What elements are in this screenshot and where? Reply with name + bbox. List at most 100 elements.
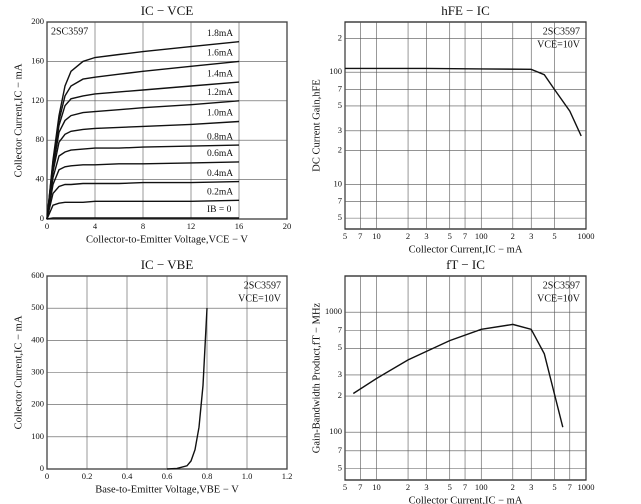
- plot-frame: [344, 21, 587, 230]
- annotation: 2SC3597: [543, 26, 580, 37]
- y-tick-label: 5: [338, 100, 342, 110]
- y-tick-label: 5: [338, 342, 342, 352]
- curve: [46, 180, 240, 220]
- x-tick-label: 7: [463, 231, 467, 241]
- curve-label: 1.0mA: [207, 109, 233, 119]
- x-tick-label: 2: [406, 482, 410, 492]
- curve: [46, 217, 239, 220]
- curve: [46, 120, 240, 220]
- x-tick-label: 7: [358, 482, 362, 492]
- x-tick-label: 1.2: [282, 471, 293, 481]
- x-tick-label: 100: [475, 482, 488, 492]
- y-axis-title: DC Current Gain,hFE: [311, 79, 322, 171]
- x-tick-label: 8: [141, 221, 145, 231]
- x-tick-label: 16: [235, 221, 244, 231]
- x-tick-label: 4: [93, 221, 98, 231]
- curve: [46, 81, 240, 220]
- curve-label: 0.4mA: [207, 169, 233, 179]
- x-axis-title: Base-to-Emitter Voltage,VBE − V: [95, 484, 239, 495]
- y-tick-label: 7: [338, 83, 342, 93]
- x-tick-label: 1.0: [242, 471, 253, 481]
- curve: [166, 308, 208, 470]
- y-tick-label: 5: [338, 212, 342, 222]
- annotation: VCE=10V: [537, 293, 581, 304]
- y-tick-label: 1000: [325, 306, 342, 316]
- y-tick-label: 500: [31, 302, 44, 312]
- annotation: VCE=10V: [238, 293, 282, 304]
- y-tick-label: 40: [36, 174, 45, 184]
- y-tick-label: 400: [31, 334, 44, 344]
- x-tick-label: 10: [372, 231, 381, 241]
- y-tick-label: 0: [40, 213, 44, 223]
- y-tick-label: 3: [338, 369, 342, 379]
- x-tick-label: 0.8: [202, 471, 213, 481]
- x-tick-label: 7: [463, 482, 467, 492]
- x-tick-label: 7: [568, 482, 572, 492]
- curve-label: 1.8mA: [207, 29, 233, 39]
- x-tick-label: 2: [511, 482, 515, 492]
- chart-title: IC − VCE: [141, 3, 194, 18]
- y-tick-label: 200: [31, 16, 44, 26]
- curve: [46, 161, 240, 220]
- curve: [46, 144, 240, 220]
- curve: [46, 199, 240, 220]
- y-tick-label: 100: [329, 426, 342, 436]
- y-tick-label: 300: [31, 366, 44, 376]
- y-tick-label: 7: [338, 196, 342, 206]
- curve: [352, 323, 564, 428]
- y-tick-label: 100: [31, 431, 44, 441]
- x-tick-label: 3: [424, 482, 428, 492]
- curve-label: IB = 0: [207, 205, 232, 215]
- chart-title: IC − VBE: [141, 257, 194, 272]
- x-tick-label: 5: [552, 482, 556, 492]
- y-axis-title: Gain-Bandwidth Product,fT − MHz: [311, 302, 322, 453]
- annotation: 2SC3597: [51, 26, 88, 37]
- x-tick-label: 5: [343, 231, 347, 241]
- x-tick-label: 12: [187, 221, 196, 231]
- y-tick-label: 2: [338, 145, 342, 155]
- curve-label: 0.6mA: [207, 149, 233, 159]
- annotation: 2SC3597: [543, 280, 580, 291]
- y-tick-label: 5: [338, 462, 342, 472]
- x-axis-title: Collector Current,IC − mA: [409, 495, 523, 504]
- x-tick-label: 3: [529, 231, 533, 241]
- x-tick-label: 5: [343, 482, 347, 492]
- curve: [345, 67, 582, 137]
- y-tick-label: 2: [338, 390, 342, 400]
- y-tick-label: 7: [338, 445, 342, 455]
- x-tick-label: 7: [358, 231, 362, 241]
- curve-label: 0.8mA: [207, 132, 233, 142]
- curve-label: 1.4mA: [207, 69, 233, 79]
- x-tick-label: 2: [511, 231, 515, 241]
- x-tick-label: 5: [448, 231, 452, 241]
- y-tick-label: 160: [31, 55, 44, 65]
- annotation: 2SC3597: [244, 280, 281, 291]
- curve-label: 0.2mA: [207, 187, 233, 197]
- x-tick-label: 1000: [578, 482, 595, 492]
- y-tick-label: 200: [31, 399, 44, 409]
- x-tick-label: 3: [424, 231, 428, 241]
- y-tick-label: 2: [338, 32, 342, 42]
- curve-label: 1.6mA: [207, 49, 233, 59]
- x-axis-title: Collector-to-Emitter Voltage,VCE − V: [86, 234, 248, 245]
- y-tick-label: 10: [334, 178, 343, 188]
- y-axis-title: Collector Current,IC − mA: [13, 63, 24, 177]
- y-tick-label: 3: [338, 125, 342, 135]
- x-tick-label: 0.4: [122, 471, 133, 481]
- x-tick-label: 100: [475, 231, 488, 241]
- y-tick-label: 600: [31, 270, 44, 280]
- chart-title: fT − IC: [446, 257, 485, 272]
- curve-label: 1.2mA: [207, 88, 233, 98]
- x-tick-label: 5: [552, 231, 556, 241]
- x-tick-label: 0.6: [162, 471, 173, 481]
- x-tick-label: 5: [448, 482, 452, 492]
- y-tick-label: 120: [31, 95, 44, 105]
- chart-title: hFE − IC: [441, 3, 490, 18]
- x-tick-label: 1000: [578, 231, 595, 241]
- plot-frame: [46, 21, 288, 220]
- x-tick-label: 3: [529, 482, 533, 492]
- x-tick-label: 20: [283, 221, 292, 231]
- y-tick-label: 100: [329, 66, 342, 76]
- y-tick-label: 0: [40, 463, 44, 473]
